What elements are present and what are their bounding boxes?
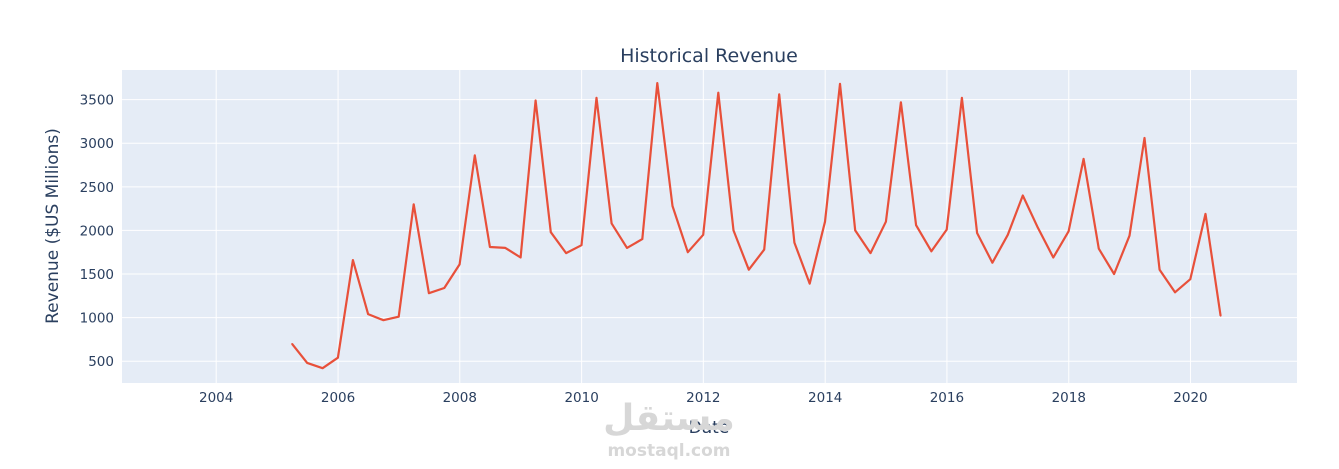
watermark-arabic: مستقل [603,398,735,439]
line-layer [291,81,1222,370]
x-tick-label: 2018 [1052,390,1086,406]
revenue-data-point [504,247,507,249]
revenue-data-point [473,154,476,157]
revenue-data-point [1204,213,1207,215]
revenue-data-point [1037,227,1039,229]
revenue-data-point [595,97,598,99]
revenue-data-point [443,287,446,289]
revenue-data-point [1113,273,1115,275]
revenue-data-point [763,248,765,251]
revenue-data-point [428,292,430,294]
revenue-data-point [717,91,720,94]
revenue-data-point [382,319,385,322]
x-tick-label: 2010 [564,390,598,406]
revenue-data-point [352,259,354,261]
revenue-data-point [869,252,872,254]
revenue-data-point [793,241,796,244]
revenue-data-point [549,231,552,233]
revenue-data-point [1219,315,1222,317]
revenue-data-point [808,282,811,285]
revenue-data-point [687,251,689,254]
revenue-data-point [397,315,400,318]
revenue-data-point [945,228,948,231]
revenue-data-point [367,313,369,315]
watermark-latin: mostaql.com [607,441,730,461]
revenue-data-point [778,93,780,96]
revenue-data-point [671,205,674,207]
x-tick-label: 2012 [686,390,720,406]
revenue-data-point [412,203,415,206]
x-tick-label: 2004 [199,390,233,406]
revenue-data-point [854,229,857,232]
revenue-data-point [1174,291,1176,294]
x-tick-label: 2020 [1173,390,1207,406]
revenue-data-point [565,252,567,254]
y-tick-label: 2500 [80,180,114,196]
revenue-data-point [1189,278,1192,281]
revenue-data-point [489,246,491,248]
revenue-data-point [824,220,826,223]
revenue-data-point [291,342,293,345]
revenue-data-point [626,247,628,249]
revenue-series-line [291,81,1222,370]
revenue-data-point [1082,158,1085,160]
x-tick-label: 2008 [443,390,477,406]
revenue-data-point [885,220,887,223]
revenue-data-point [748,268,750,271]
revenue-data-point [337,356,339,359]
revenue-data-point [839,83,841,85]
revenue-data-point [976,232,978,234]
revenue-data-point [702,233,704,236]
y-tick-label: 1500 [80,267,114,283]
x-tick-label: 2016 [930,390,964,406]
revenue-data-point [534,99,537,102]
revenue-data-point [519,256,522,259]
x-tick-labels: 2004 2006 2008 2010 2012 2014 2016 2018 2020 [199,390,1208,406]
revenue-data-point [1097,247,1100,250]
x-tick-label: 2014 [808,390,842,406]
revenue-data-point [1067,230,1070,233]
x-axis-title: Date [689,418,730,438]
revenue-data-point [1052,256,1055,259]
revenue-data-point [961,97,963,99]
y-axis-title: Revenue ($US Millions) [43,128,63,324]
revenue-data-point [1021,194,1024,197]
watermark: مستقل mostaql.com [603,398,735,461]
revenue-data-point [1143,137,1146,139]
revenue-data-point [930,250,933,253]
y-tick-label: 3000 [80,136,114,152]
revenue-data-point [610,222,613,225]
revenue-data-point [580,244,583,247]
revenue-data-point [915,224,917,226]
y-tick-label: 3500 [80,93,114,109]
revenue-data-point [458,263,461,266]
y-tick-label: 500 [88,354,114,370]
revenue-data-point [1158,268,1161,271]
revenue-data-point [1128,234,1131,237]
x-tick-label: 2006 [321,390,355,406]
revenue-data-point [732,229,735,232]
revenue-data-point [656,82,659,84]
revenue-data-point [991,261,994,264]
y-tick-labels: 500 1000 1500 2000 2500 3000 3500 [80,93,114,371]
revenue-data-point [321,367,324,369]
revenue-data-point [641,238,644,240]
revenue-data-point [1006,233,1009,236]
plot-background [122,70,1297,383]
y-tick-label: 1000 [80,311,114,327]
chart-title: Historical Revenue [620,45,798,67]
y-tick-label: 2000 [80,223,114,239]
revenue-data-point [306,362,309,364]
revenue-data-point [900,101,902,104]
